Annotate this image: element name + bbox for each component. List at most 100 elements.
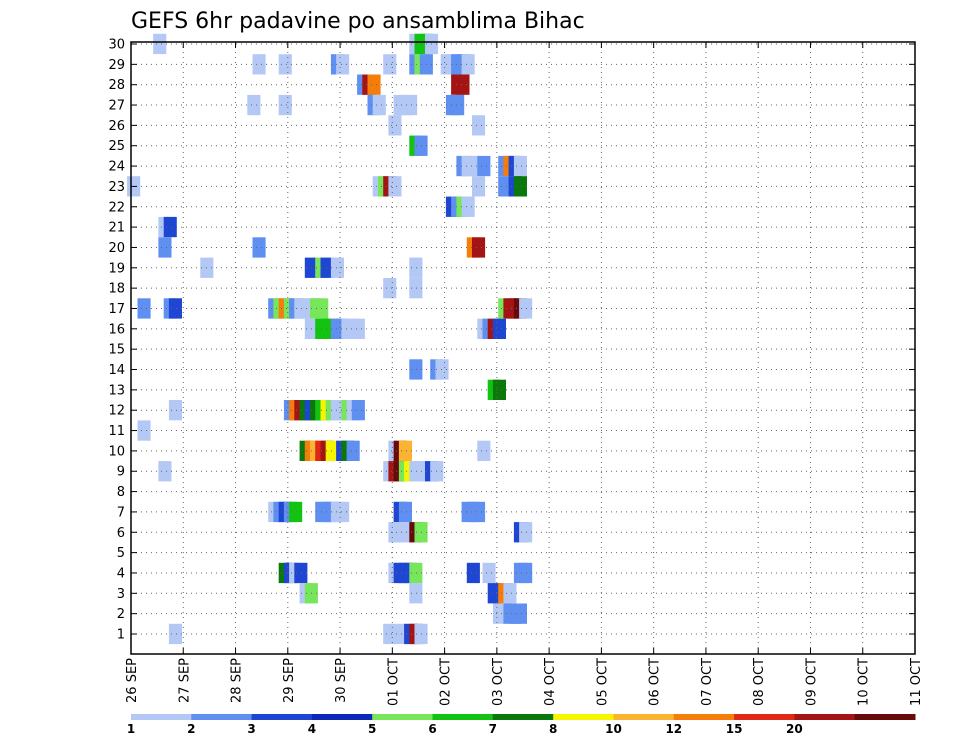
heatmap-cell [330,257,344,278]
heatmap-cell [513,155,527,177]
heatmap-cell [383,54,397,75]
heatmap-cell [519,522,533,543]
heatmap-cell [409,583,423,604]
heatmap-cell [294,562,308,584]
heatmap-cell [163,216,177,238]
x-tick-label: 27 SEP [177,658,192,703]
heatmap-cell [398,440,412,461]
heatmap-cell [466,155,480,177]
heatmap-cell [472,176,486,197]
grid-layer [131,42,915,654]
heatmap-cell [168,400,182,421]
heatmap-cell [482,562,496,584]
heatmap-cell [461,196,475,217]
x-tick-label: 05 OCT [595,658,610,706]
heatmap-cell [472,501,486,523]
x-tick-label: 28 SEP [230,658,245,703]
heatmap-cell [513,603,527,624]
y-tick-label: 10 [108,444,125,459]
colorbar-swatch [794,714,856,720]
heatmap-cell [278,54,292,75]
heatmap-cell [158,237,172,258]
heatmap-cell [367,74,381,95]
colorbar-swatch [372,714,433,720]
y-axis: 1234567891011121314151617181920212223242… [108,38,915,643]
y-tick-label: 6 [117,526,125,541]
plot-frame [130,41,916,655]
heatmap-cell [336,501,350,523]
y-tick-label: 12 [108,404,125,419]
colorbar-label: 20 [786,722,803,736]
y-tick-label: 19 [108,261,125,276]
heatmap-cell [466,562,480,584]
heatmap-cell [168,298,182,319]
heatmap-cell [388,115,402,136]
y-tick-label: 2 [117,607,125,622]
colorbar-label: 8 [549,722,557,736]
colorbar-label: 7 [489,722,497,736]
x-tick-label: 26 SEP [125,658,140,703]
heatmap-cell [492,318,506,339]
heatmap-cell [278,94,292,116]
x-tick-label: 06 OCT [648,658,663,706]
y-tick-label: 21 [108,221,125,236]
colorbar-label: 4 [308,722,316,736]
heatmap-cell [383,278,397,299]
heatmap-cell [153,33,167,55]
x-tick-label: 04 OCT [543,658,558,706]
heatmap-cell [351,400,365,421]
heatmap-cell [503,583,517,604]
heatmap-cell [137,420,151,441]
colorbar-swatch [553,714,614,720]
y-tick-label: 27 [108,99,125,114]
heatmap-cell [372,94,386,116]
y-tick-label: 5 [117,546,125,561]
y-tick-label: 28 [108,78,125,93]
x-tick-label: 10 OCT [857,658,872,706]
heatmap-cell [137,298,151,319]
y-tick-label: 20 [108,241,125,256]
y-tick-label: 18 [108,282,125,297]
y-tick-label: 29 [108,58,125,73]
x-axis: 26 SEP 27 SEP 28 SEP 29 SEP 30 SEP 01 OCT 02 O… [125,42,924,706]
colorbar-swatch [613,714,675,720]
y-tick-label: 14 [108,363,125,378]
colorbar-swatch [432,714,494,720]
heatmap-cell [252,54,266,75]
heatmap-cell [409,278,423,299]
heatmap-cell [393,522,407,543]
x-tick-label: 29 SEP [282,658,297,703]
heatmap-cell [320,257,334,278]
colorbar-label: 12 [665,722,682,736]
heatmap-cell [492,379,506,400]
y-tick-label: 9 [117,465,125,480]
y-tick-label: 16 [108,322,125,337]
heatmap-cell [388,176,402,197]
heatmap-cell [472,115,486,136]
heatmap-cell [158,461,172,482]
x-tick-label: 09 OCT [805,658,820,706]
x-tick-label: 08 OCT [752,658,767,706]
y-tick-label: 25 [108,139,125,154]
x-tick-label: 11 OCT [909,658,924,706]
y-tick-label: 17 [108,302,125,317]
chart-title: GEFS 6hr padavine po ansamblima Bihac [131,9,585,34]
heatmap-cell [346,440,360,461]
heatmap-cell [477,155,491,177]
y-tick-label: 7 [117,505,125,520]
y-tick-label: 4 [117,566,125,581]
y-tick-label: 15 [108,343,125,358]
x-tick-label: 07 OCT [700,658,715,706]
y-tick-label: 30 [108,38,125,53]
colorbar-label: 3 [247,722,255,736]
colorbar: 1 2 3 4 5 6 7 8 10 12 15 20 [127,714,916,736]
y-tick-label: 1 [117,628,125,643]
heatmap-cell [498,176,512,197]
heatmap-cell [247,94,261,116]
heatmap-cell [409,257,423,278]
heatmap-cell [252,237,266,258]
colorbar-label: 1 [127,722,135,736]
heatmap-cell [393,623,407,645]
colorbar-swatch [251,714,313,720]
colorbar-label: 10 [605,722,622,736]
